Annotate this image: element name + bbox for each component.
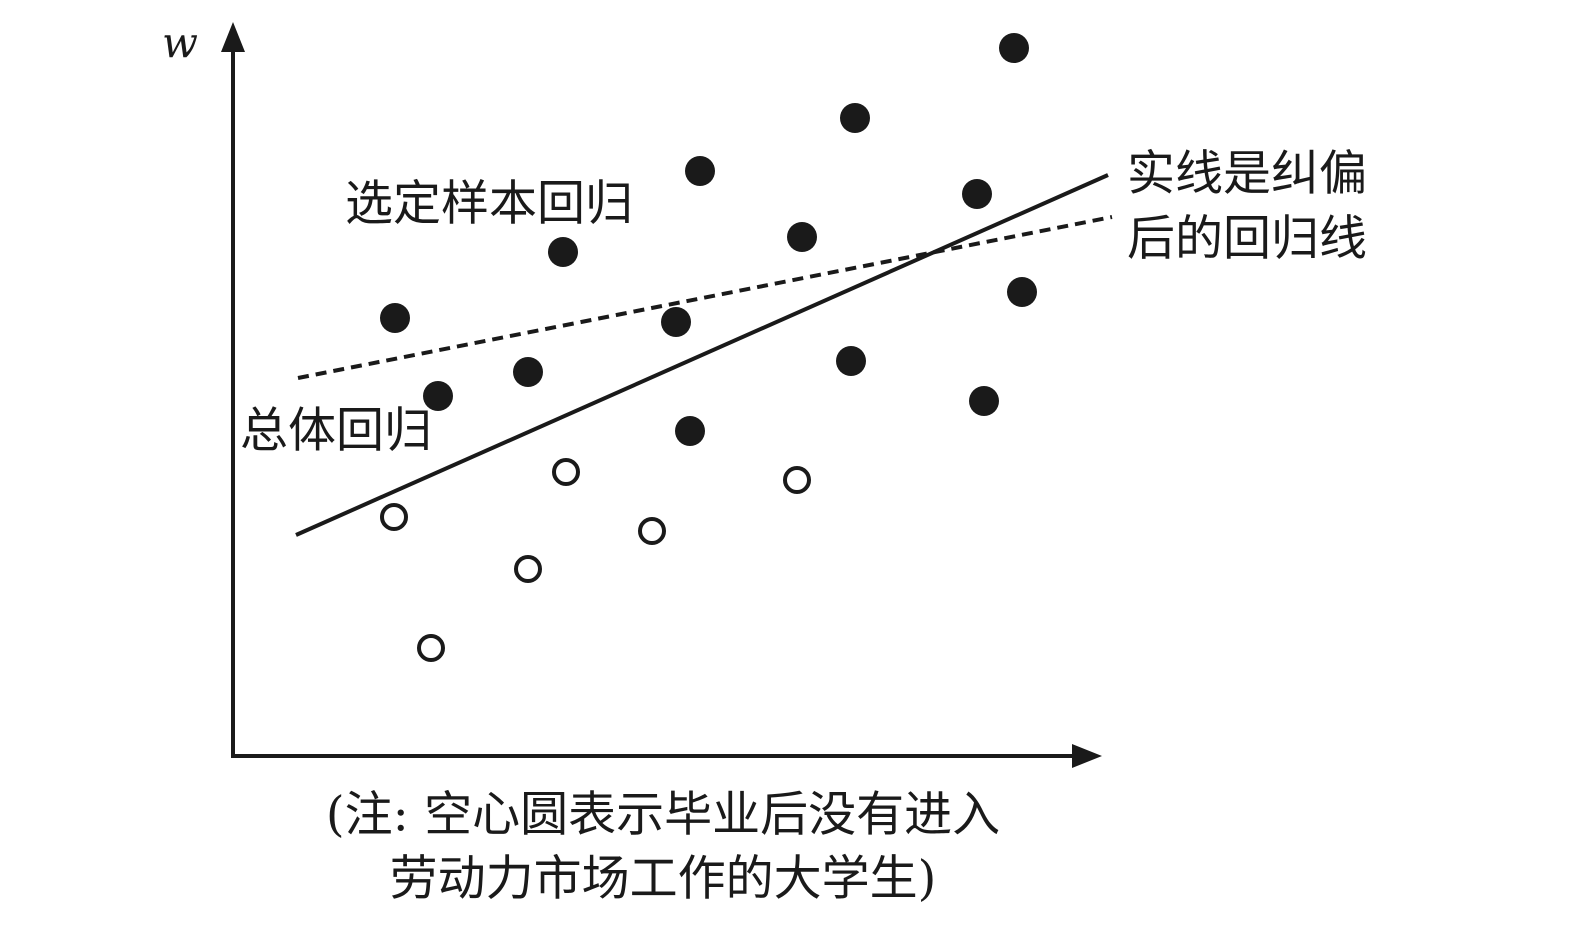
- corrected-label: 实线是纠偏: [1127, 146, 1367, 202]
- population-label: 总体回归: [240, 403, 432, 459]
- point: [548, 237, 578, 267]
- point: [1007, 277, 1037, 307]
- y-axis-label: w: [162, 18, 198, 67]
- point: [962, 179, 992, 209]
- note: 劳动力市场工作的大学生): [390, 851, 937, 907]
- point: [840, 103, 870, 133]
- hollow-point: [514, 555, 542, 583]
- hollow-point: [552, 458, 580, 486]
- point: [675, 416, 705, 446]
- corrected-label: 后的回归线: [1127, 211, 1367, 267]
- point: [380, 303, 410, 333]
- hollow-point: [638, 517, 666, 545]
- point: [969, 386, 999, 416]
- sample-label: 选定样本回归: [345, 176, 633, 232]
- note: (注: 空心圆表示毕业后没有进入: [326, 787, 1000, 843]
- corrected-line: [295, 173, 1109, 537]
- hollow-point: [783, 466, 811, 494]
- hollow-points: [380, 458, 811, 662]
- point: [513, 357, 543, 387]
- y-arrow: [221, 22, 245, 52]
- point: [423, 381, 453, 411]
- hollow-point: [417, 634, 445, 662]
- x-arrow: [1072, 744, 1102, 768]
- filled-points: [380, 33, 1037, 446]
- axes: [221, 22, 1102, 768]
- point: [685, 156, 715, 186]
- point: [787, 222, 817, 252]
- hollow-point: [380, 503, 408, 531]
- point: [836, 346, 866, 376]
- point: [999, 33, 1029, 63]
- point: [661, 307, 691, 337]
- sample-line: [297, 215, 1113, 380]
